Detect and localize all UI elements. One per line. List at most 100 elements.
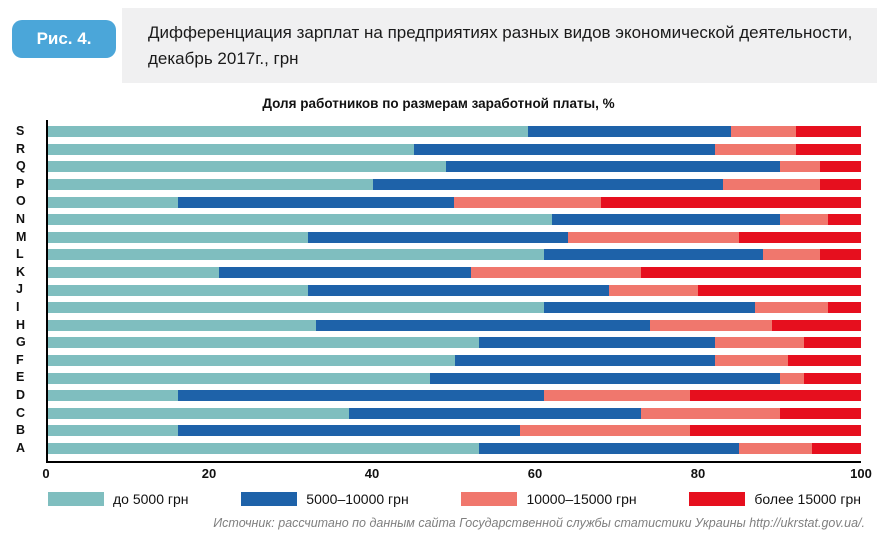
- bar-segment: [755, 302, 829, 314]
- bar-segment: [348, 407, 642, 419]
- bar-segment: [478, 337, 715, 349]
- legend: до 5000 грн 5000–10000 грн 10000–15000 грн…: [48, 491, 861, 507]
- legend-swatch: [48, 492, 104, 507]
- bar-segment: [470, 267, 642, 279]
- stacked-bar: [48, 425, 861, 437]
- legend-label: 10000–15000 грн: [526, 491, 637, 508]
- bar-segment: [48, 196, 179, 208]
- bar-segment: [48, 319, 317, 331]
- category-label: Q: [16, 159, 26, 174]
- stacked-bar: [48, 214, 861, 226]
- category-label: N: [16, 211, 26, 226]
- bar-segment: [178, 390, 544, 402]
- legend-swatch: [461, 492, 518, 507]
- legend-item: более 15000 грн: [689, 491, 861, 507]
- bar-segment: [771, 319, 861, 331]
- bar-segment: [779, 161, 821, 173]
- figure-title: Дифференциация зарплат на предприятиях р…: [148, 23, 853, 68]
- category-label: M: [16, 229, 27, 244]
- category-label: B: [16, 423, 26, 438]
- bar-segment: [714, 337, 805, 349]
- stacked-bar: [48, 284, 861, 296]
- bar-segment: [828, 302, 861, 314]
- category-label: E: [16, 370, 25, 385]
- x-tick-label: 20: [201, 466, 217, 482]
- bar-row: [48, 369, 861, 387]
- bar-segment: [446, 161, 780, 173]
- bar-segment: [48, 337, 479, 349]
- bar-segment: [48, 214, 553, 226]
- stacked-bar: [48, 143, 861, 155]
- bar-segment: [543, 390, 691, 402]
- bar-segment: [820, 249, 861, 261]
- bar-segment: [48, 442, 479, 454]
- bar-segment: [519, 425, 691, 437]
- bar-segment: [714, 355, 788, 367]
- figure-title-box: Дифференциация зарплат на предприятиях р…: [122, 8, 877, 83]
- bar-segment: [804, 372, 861, 384]
- bar-row: [48, 299, 861, 317]
- bar-row: [48, 317, 861, 335]
- stacked-bar: [48, 390, 861, 402]
- bar-segment: [690, 425, 861, 437]
- figure-header: Рис. 4. Дифференциация зарплат на предпр…: [0, 8, 877, 83]
- stacked-bar: [48, 267, 861, 279]
- bar-segment: [454, 355, 715, 367]
- bar-segment: [48, 407, 349, 419]
- figure-footer: Источник: рассчитано по данным сайта Гос…: [0, 516, 877, 530]
- bar-segment: [543, 249, 764, 261]
- category-label: D: [16, 387, 26, 402]
- legend-label: до 5000 грн: [113, 491, 189, 508]
- stacked-bar: [48, 302, 861, 314]
- x-tick-label: 80: [690, 466, 706, 482]
- bar-segment: [795, 126, 861, 138]
- bar-segment: [308, 231, 569, 243]
- bar-segment: [820, 161, 861, 173]
- bar-segment: [48, 161, 447, 173]
- stacked-bar: [48, 407, 861, 419]
- category-label: J: [16, 282, 23, 297]
- legend-item: 10000–15000 грн: [461, 491, 637, 508]
- bar-segment: [48, 390, 179, 402]
- bar-segment: [730, 126, 796, 138]
- bar-segment: [48, 231, 309, 243]
- category-label: R: [16, 141, 26, 156]
- bar-segment: [690, 390, 861, 402]
- bar-row: [48, 440, 861, 458]
- stacked-bar: [48, 196, 861, 208]
- category-label: C: [16, 405, 26, 420]
- bar-segment: [739, 442, 813, 454]
- bar-segment: [178, 196, 455, 208]
- x-tick-label: 60: [527, 466, 543, 482]
- bar-segment: [795, 143, 861, 155]
- bar-segment: [698, 284, 861, 296]
- bar-segment: [308, 284, 609, 296]
- figure-page: Рис. 4. Дифференциация зарплат на предпр…: [0, 8, 877, 530]
- legend-label: 5000–10000 грн: [306, 491, 409, 508]
- category-label: G: [16, 335, 26, 350]
- bar-row: [48, 229, 861, 247]
- bar-segment: [454, 196, 601, 208]
- legend-label: более 15000 грн: [754, 491, 861, 508]
- x-axis: 0 20 40 60 80 100: [42, 463, 871, 483]
- bar-segment: [48, 179, 374, 191]
- bar-segment: [649, 319, 772, 331]
- stacked-bar-chart: Доля работников по размерам заработной п…: [0, 96, 877, 507]
- chart-title: Доля работников по размерам заработной п…: [262, 96, 615, 111]
- bar-segment: [478, 442, 740, 454]
- bar-segment: [714, 143, 796, 155]
- x-axis-spacer: [8, 463, 46, 483]
- category-label: F: [16, 352, 24, 367]
- stacked-bar: [48, 126, 861, 138]
- bar-segment: [779, 407, 861, 419]
- bar-row: [48, 193, 861, 211]
- bar-segment: [48, 302, 544, 314]
- bar-row: [48, 422, 861, 440]
- stacked-bar: [48, 249, 861, 261]
- bar-segment: [820, 179, 861, 191]
- bar-segment: [763, 249, 821, 261]
- bar-segment: [641, 267, 861, 279]
- bar-row: [48, 281, 861, 299]
